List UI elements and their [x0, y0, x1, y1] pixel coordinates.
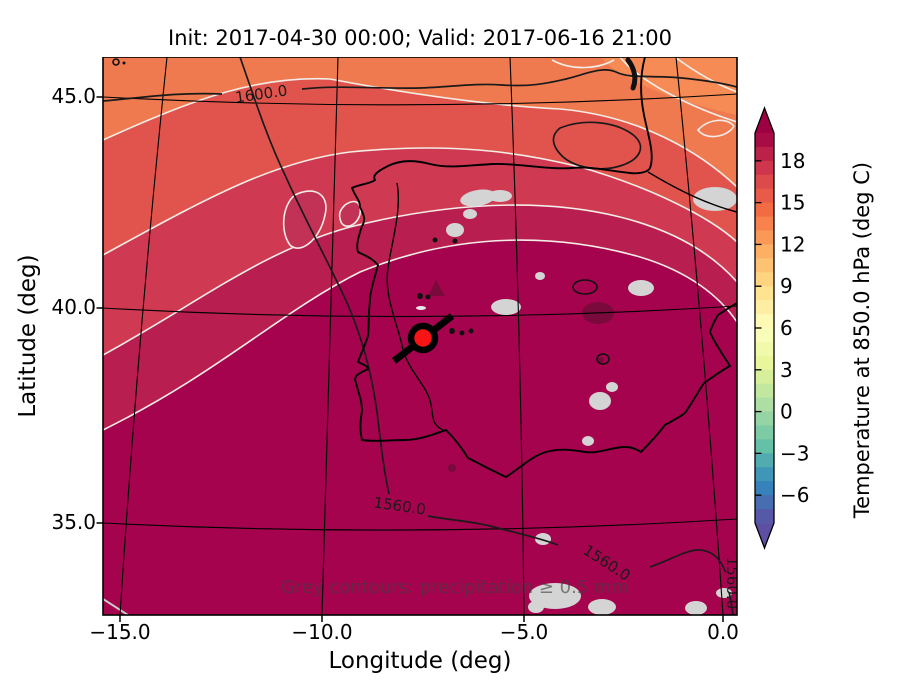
temperature-band-13 [103, 57, 737, 187]
colorbar-segment [755, 355, 774, 371]
plot-title: Init: 2017-04-30 00:00; Valid: 2017-06-1… [168, 26, 672, 50]
contour-1600 [103, 69, 737, 102]
colorbar-segment [755, 216, 774, 231]
x-tick-label: −15.0 [89, 620, 151, 644]
colorbar-segment [755, 314, 774, 329]
meridian-minus10 [321, 57, 339, 615]
colorbar-tick-label: 9 [780, 274, 793, 298]
colorbar-tick-label: −6 [780, 483, 809, 507]
border-france-spain [647, 171, 737, 213]
colorbar-segment [755, 244, 774, 259]
geopotential-contours [103, 57, 737, 615]
axis-tick-marks [96, 96, 724, 622]
colorbar-segment [755, 425, 774, 440]
map-layers: 1600.0 1560.0 1560.0 1560.0 Grey contour… [103, 57, 741, 615]
precipitation-contour-corner [103, 598, 129, 615]
marker-dot [407, 322, 439, 354]
axes-frame [102, 57, 738, 616]
colorbar-label: Temperature at 850.0 hPa (deg C) [850, 161, 874, 519]
colorbar-segment [755, 133, 774, 148]
colorbar-segment [755, 230, 774, 245]
location-marker [391, 313, 455, 364]
colorbar-segment [755, 146, 774, 162]
colorbar-segment [755, 369, 774, 385]
colorbar-tick-label: 18 [780, 149, 805, 173]
meridian-0 [675, 57, 724, 615]
colorbar-segment [755, 328, 774, 343]
colorbar-segment [755, 439, 774, 454]
contour-loop-ne [552, 121, 642, 170]
x-tick-label: 0.0 [707, 620, 739, 644]
y-axis-label: Latitude (deg) [15, 254, 41, 418]
contour-label-1560-c: 1560.0 [723, 557, 741, 610]
colorbar-segment [755, 397, 774, 413]
colorbar-segment [755, 509, 774, 524]
contour-1560 [239, 57, 734, 615]
parallel-45 [103, 93, 737, 106]
y-tick-label: 40.0 [51, 295, 96, 319]
colorbar-segment [755, 411, 774, 426]
colorbar-segment [755, 383, 774, 399]
colorbar-segment [755, 272, 774, 287]
colorbar-segment [755, 258, 774, 273]
parallel-35 [103, 518, 737, 531]
colorbar-tick-label: −3 [780, 441, 809, 465]
colorbar-segment [755, 495, 774, 510]
colorbar-segment [755, 188, 774, 204]
colorbar-segment [755, 286, 774, 301]
colorbar-segment [755, 481, 774, 496]
x-tick-label: −10.0 [291, 620, 353, 644]
colorbar-segment [755, 202, 774, 218]
coastlines-borders [350, 57, 737, 479]
white-isotherm-contours [103, 57, 737, 431]
graticule [103, 57, 737, 615]
colorbar-segment [755, 300, 774, 315]
x-axis-label: Longitude (deg) [328, 648, 512, 674]
colorbar-segment [755, 341, 774, 357]
border-portugal-spain [386, 182, 444, 431]
colorbar-tick-label: 12 [780, 232, 805, 256]
x-tick-label: −5.0 [499, 620, 549, 644]
colorbar-arrow-bottom [755, 523, 774, 548]
colorbar-segment [755, 467, 774, 482]
colorbar-arrow-top [755, 108, 774, 133]
precipitation-patches [416, 187, 737, 615]
colorbar-segment [755, 160, 774, 176]
colorbar: 18 15 12 9 6 3 0 −3 −6 [754, 106, 809, 550]
colorbar-segment [755, 453, 774, 468]
colorbar-segment [755, 174, 774, 190]
colorbar-outline [754, 106, 775, 550]
meridian-minus5 [509, 57, 525, 615]
map-plot-area: 1600.0 1560.0 1560.0 1560.0 Grey contour… [96, 57, 741, 622]
small-map-features [112, 57, 638, 365]
colorbar-tick-label: 3 [780, 358, 793, 382]
colorbar-tick-label: 0 [780, 400, 793, 424]
coastline-iberia [350, 57, 737, 479]
watermark-note: Grey contours: precipitation ≥ 0.5 mm [281, 577, 629, 598]
colorbar-tick-label: 6 [780, 316, 793, 340]
y-tick-label: 45.0 [51, 84, 96, 108]
colorbar-tick-label: 15 [780, 191, 805, 215]
parallel-40 [103, 305, 737, 318]
y-tick-label: 35.0 [51, 510, 96, 534]
meridian-minus15 [119, 57, 168, 615]
